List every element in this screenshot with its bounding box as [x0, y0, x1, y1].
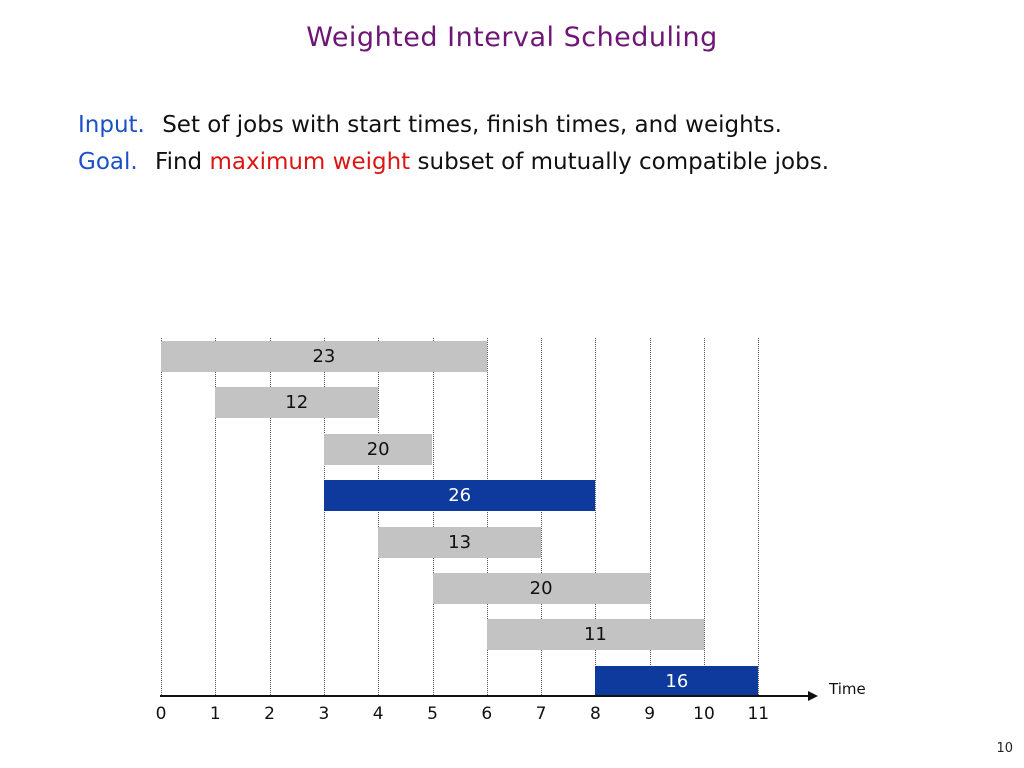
input-text: Set of jobs with start times, finish tim…: [162, 112, 782, 138]
grid-line: [595, 338, 597, 695]
time-axis: [160, 695, 810, 697]
grid-line: [432, 338, 434, 695]
goal-prefix: Find: [155, 149, 203, 175]
input-label: Input.: [78, 112, 145, 138]
tick-label: 11: [747, 704, 770, 724]
page-title: Weighted Interval Scheduling: [306, 22, 718, 53]
grid-line: [649, 338, 651, 695]
tick-label: 1: [209, 704, 221, 724]
tick-label: 2: [264, 704, 276, 724]
job-bar: 13: [378, 527, 542, 558]
tick-label: 10: [693, 704, 715, 724]
job-bar: 20: [432, 573, 650, 604]
axis-arrow-icon: [808, 690, 818, 701]
page-number: 10: [996, 741, 1013, 756]
grid-line: [161, 338, 162, 695]
grid-line: [541, 338, 543, 695]
axis-title: Time: [829, 680, 866, 698]
grid-line: [215, 338, 217, 695]
tick-label: 0: [155, 704, 167, 724]
tick-label: 3: [318, 704, 330, 724]
job-bar: 26: [323, 480, 596, 511]
input-line: Input. Set of jobs with start times, fin…: [78, 107, 829, 144]
grid-line: [323, 338, 325, 695]
tick-label: 8: [589, 704, 601, 724]
tick-label: 4: [372, 704, 384, 724]
goal-label: Goal.: [78, 149, 138, 175]
grid-line: [486, 338, 488, 695]
goal-suffix: subset of mutually compatible jobs.: [417, 149, 830, 175]
job-bar: 20: [323, 434, 433, 465]
tick-label: 5: [427, 704, 438, 724]
job-bar: 23: [161, 341, 487, 372]
grid-line: [704, 338, 705, 695]
goal-highlight: maximum weight: [209, 149, 411, 175]
tick-label: 7: [535, 704, 547, 724]
description-block: Input. Set of jobs with start times, fin…: [78, 107, 829, 181]
grid-line: [269, 338, 271, 695]
goal-line: Goal. Find maximum weight subset of mutu…: [78, 144, 829, 181]
job-bar: 12: [215, 387, 379, 418]
tick-label: 6: [481, 704, 493, 724]
job-bar: 16: [595, 666, 759, 697]
grid-line: [758, 338, 760, 695]
job-bar: 11: [486, 619, 704, 650]
tick-label: 9: [644, 704, 656, 724]
grid-line: [378, 338, 380, 695]
